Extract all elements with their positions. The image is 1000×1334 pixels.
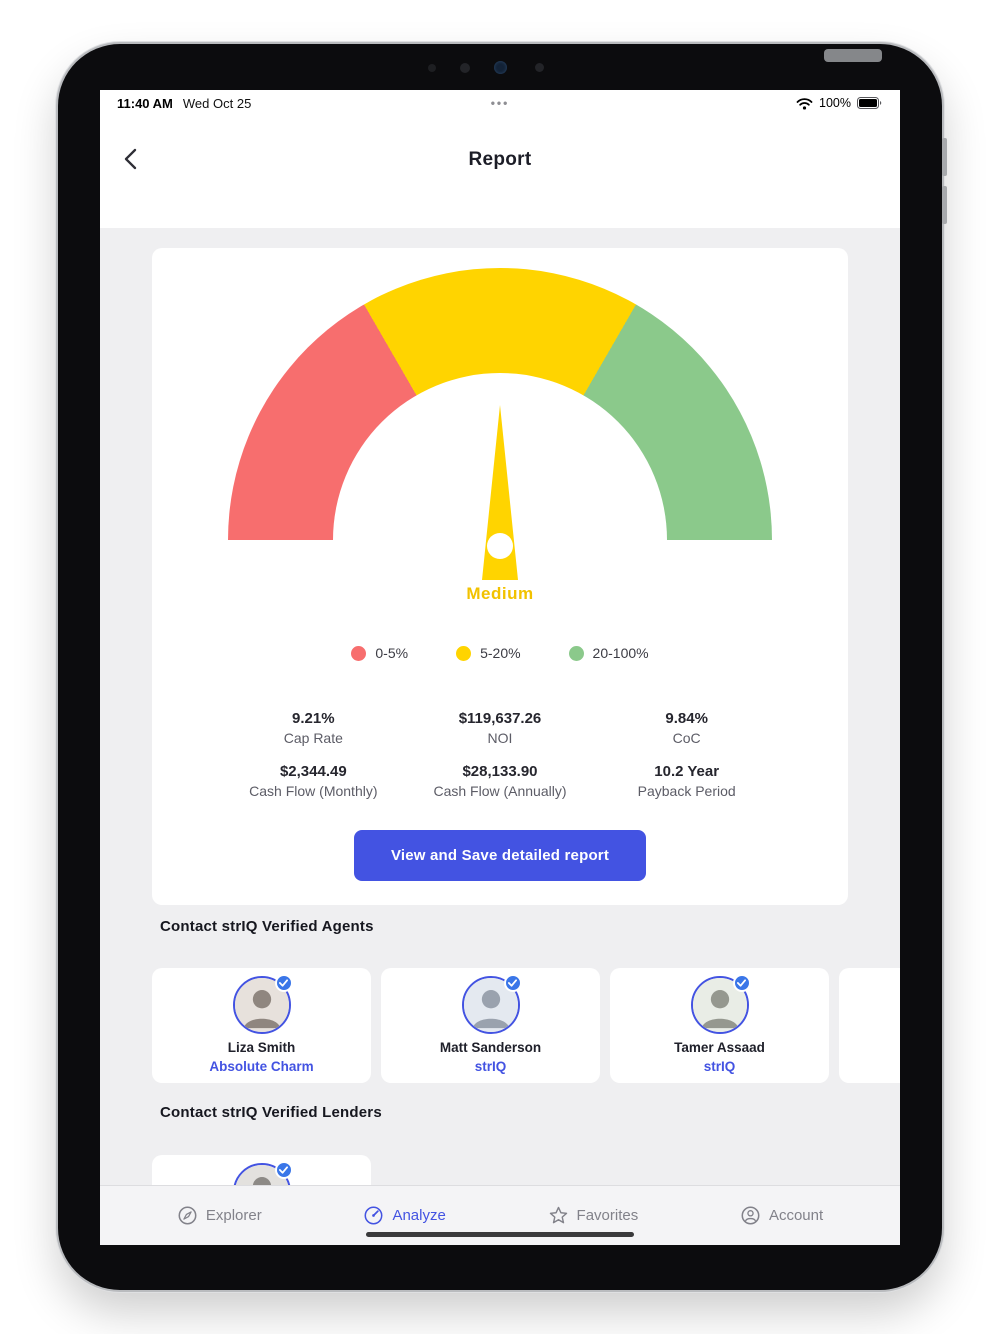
- metric-label: Cash Flow (Annually): [433, 783, 567, 799]
- legend-dot-green: [568, 645, 584, 661]
- gauge-needle-hub: [487, 533, 513, 559]
- tab-favorites[interactable]: Favorites: [548, 1205, 639, 1226]
- gauge-legend: 0-5% 5-20% 20-100%: [152, 645, 848, 661]
- agent-company-link[interactable]: Absolute Charm: [209, 1059, 314, 1074]
- legend-dot-yellow: [456, 645, 472, 661]
- legend-item-low: 0-5%: [351, 645, 408, 661]
- agent-company-link[interactable]: strIQ: [703, 1059, 736, 1074]
- metric-label: Cap Rate: [283, 730, 343, 746]
- metric-value: $2,344.49: [279, 763, 347, 780]
- sensor-dot: [535, 63, 544, 72]
- content-area: Medium 0-5% 5-20% 20-100%: [100, 228, 900, 1185]
- metric-noi: $119,637.26 NOI: [407, 710, 594, 746]
- volume-up-button: [942, 138, 947, 176]
- battery-icon: [857, 97, 883, 109]
- tab-label: Account: [768, 1207, 824, 1224]
- tab-label: Analyze: [392, 1207, 446, 1224]
- agents-card-row: Liza Smith Absolute Charm: [152, 968, 900, 1083]
- tab-analyze[interactable]: Analyze: [363, 1205, 446, 1226]
- legend-dot-red: [351, 645, 367, 661]
- metric-cash-flow-annually: $28,133.90 Cash Flow (Annually): [407, 763, 594, 799]
- battery-percent: 100%: [819, 96, 851, 110]
- sensor-dot: [428, 64, 436, 72]
- avatar-wrap: [461, 974, 522, 1034]
- screen: 11:40 AM Wed Oct 25 ••• 100% Re: [100, 90, 900, 1245]
- metric-cash-flow-monthly: $2,344.49 Cash Flow (Monthly): [220, 763, 407, 799]
- agent-card[interactable]: Liza Smith Absolute Charm: [152, 968, 371, 1083]
- metric-value: 10.2 Year: [654, 763, 720, 780]
- power-button: [824, 49, 882, 62]
- agent-name: Matt Sanderson: [439, 1040, 542, 1055]
- status-menu-dots[interactable]: •••: [490, 96, 510, 110]
- sensor-dot: [460, 63, 470, 73]
- metric-value: 9.21%: [292, 710, 335, 727]
- tab-explorer[interactable]: Explorer: [177, 1205, 262, 1226]
- legend-item-high: 20-100%: [568, 645, 649, 661]
- tab-label: Explorer: [205, 1207, 262, 1224]
- report-card: Medium 0-5% 5-20% 20-100%: [152, 248, 848, 905]
- metric-label: CoC: [672, 730, 701, 746]
- verified-badge-icon: [274, 1161, 293, 1179]
- agents-section-heading: Contact strIQ Verified Agents: [160, 918, 374, 935]
- status-time: 11:40 AM: [117, 95, 173, 111]
- metric-payback-period: 10.2 Year Payback Period: [593, 763, 780, 799]
- front-camera: [494, 61, 507, 74]
- metric-value: 9.84%: [665, 710, 708, 727]
- tab-label: Favorites: [576, 1207, 639, 1224]
- back-button[interactable]: [114, 143, 146, 175]
- verified-badge-icon: [503, 974, 522, 992]
- gauge-value-label: Medium: [466, 584, 534, 603]
- metric-cap-rate: 9.21% Cap Rate: [220, 710, 407, 746]
- ipad-frame: 11:40 AM Wed Oct 25 ••• 100% Re: [58, 44, 947, 1290]
- status-bar: 11:40 AM Wed Oct 25 ••• 100%: [100, 90, 900, 116]
- avatar-wrap: [232, 974, 293, 1034]
- compass-icon: [177, 1205, 198, 1226]
- agent-card[interactable]: Tamer Assaad strIQ: [610, 968, 829, 1083]
- avatar: [232, 976, 291, 1034]
- metric-coc: 9.84% CoC: [593, 710, 780, 746]
- agent-card[interactable]: Matt Sanderson strIQ: [381, 968, 600, 1083]
- agent-company-link[interactable]: strIQ: [474, 1059, 507, 1074]
- wifi-icon: [796, 97, 813, 110]
- agent-card-partial[interactable]: [839, 968, 900, 1083]
- star-icon: [548, 1205, 569, 1226]
- metric-value: $119,637.26: [458, 710, 542, 727]
- avatar: [690, 976, 749, 1034]
- lender-card-partial[interactable]: [152, 1155, 371, 1185]
- verified-badge-icon: [732, 974, 751, 992]
- verified-badge-icon: [274, 974, 293, 992]
- lenders-section-heading: Contact strIQ Verified Lenders: [160, 1104, 382, 1121]
- volume-down-button: [942, 186, 947, 224]
- legend-label: 5-20%: [480, 645, 521, 661]
- legend-label: 20-100%: [592, 645, 649, 661]
- status-date: Wed Oct 25: [182, 95, 252, 111]
- metric-value: $28,133.90: [462, 763, 538, 780]
- status-right: 100%: [796, 96, 883, 110]
- agent-name: Liza Smith: [227, 1040, 296, 1055]
- agent-name: Tamer Assaad: [674, 1040, 765, 1055]
- avatar-wrap: [232, 1161, 293, 1185]
- metric-label: Payback Period: [637, 783, 736, 799]
- avatar-wrap: [690, 974, 751, 1034]
- metrics-grid: 9.21% Cap Rate $119,637.26 NOI 9.84% CoC: [220, 710, 780, 799]
- home-indicator[interactable]: [366, 1232, 634, 1237]
- metric-label: NOI: [487, 730, 513, 746]
- person-icon: [740, 1205, 761, 1226]
- gauge-icon: [363, 1205, 384, 1226]
- page-title: Report: [468, 149, 532, 170]
- tab-account[interactable]: Account: [740, 1205, 823, 1226]
- avatar: [461, 976, 520, 1034]
- metric-label: Cash Flow (Monthly): [249, 783, 378, 799]
- legend-label: 0-5%: [375, 645, 409, 661]
- view-save-report-button[interactable]: View and Save detailed report: [354, 830, 646, 881]
- legend-item-medium: 5-20%: [456, 645, 521, 661]
- status-left: 11:40 AM Wed Oct 25: [117, 96, 251, 111]
